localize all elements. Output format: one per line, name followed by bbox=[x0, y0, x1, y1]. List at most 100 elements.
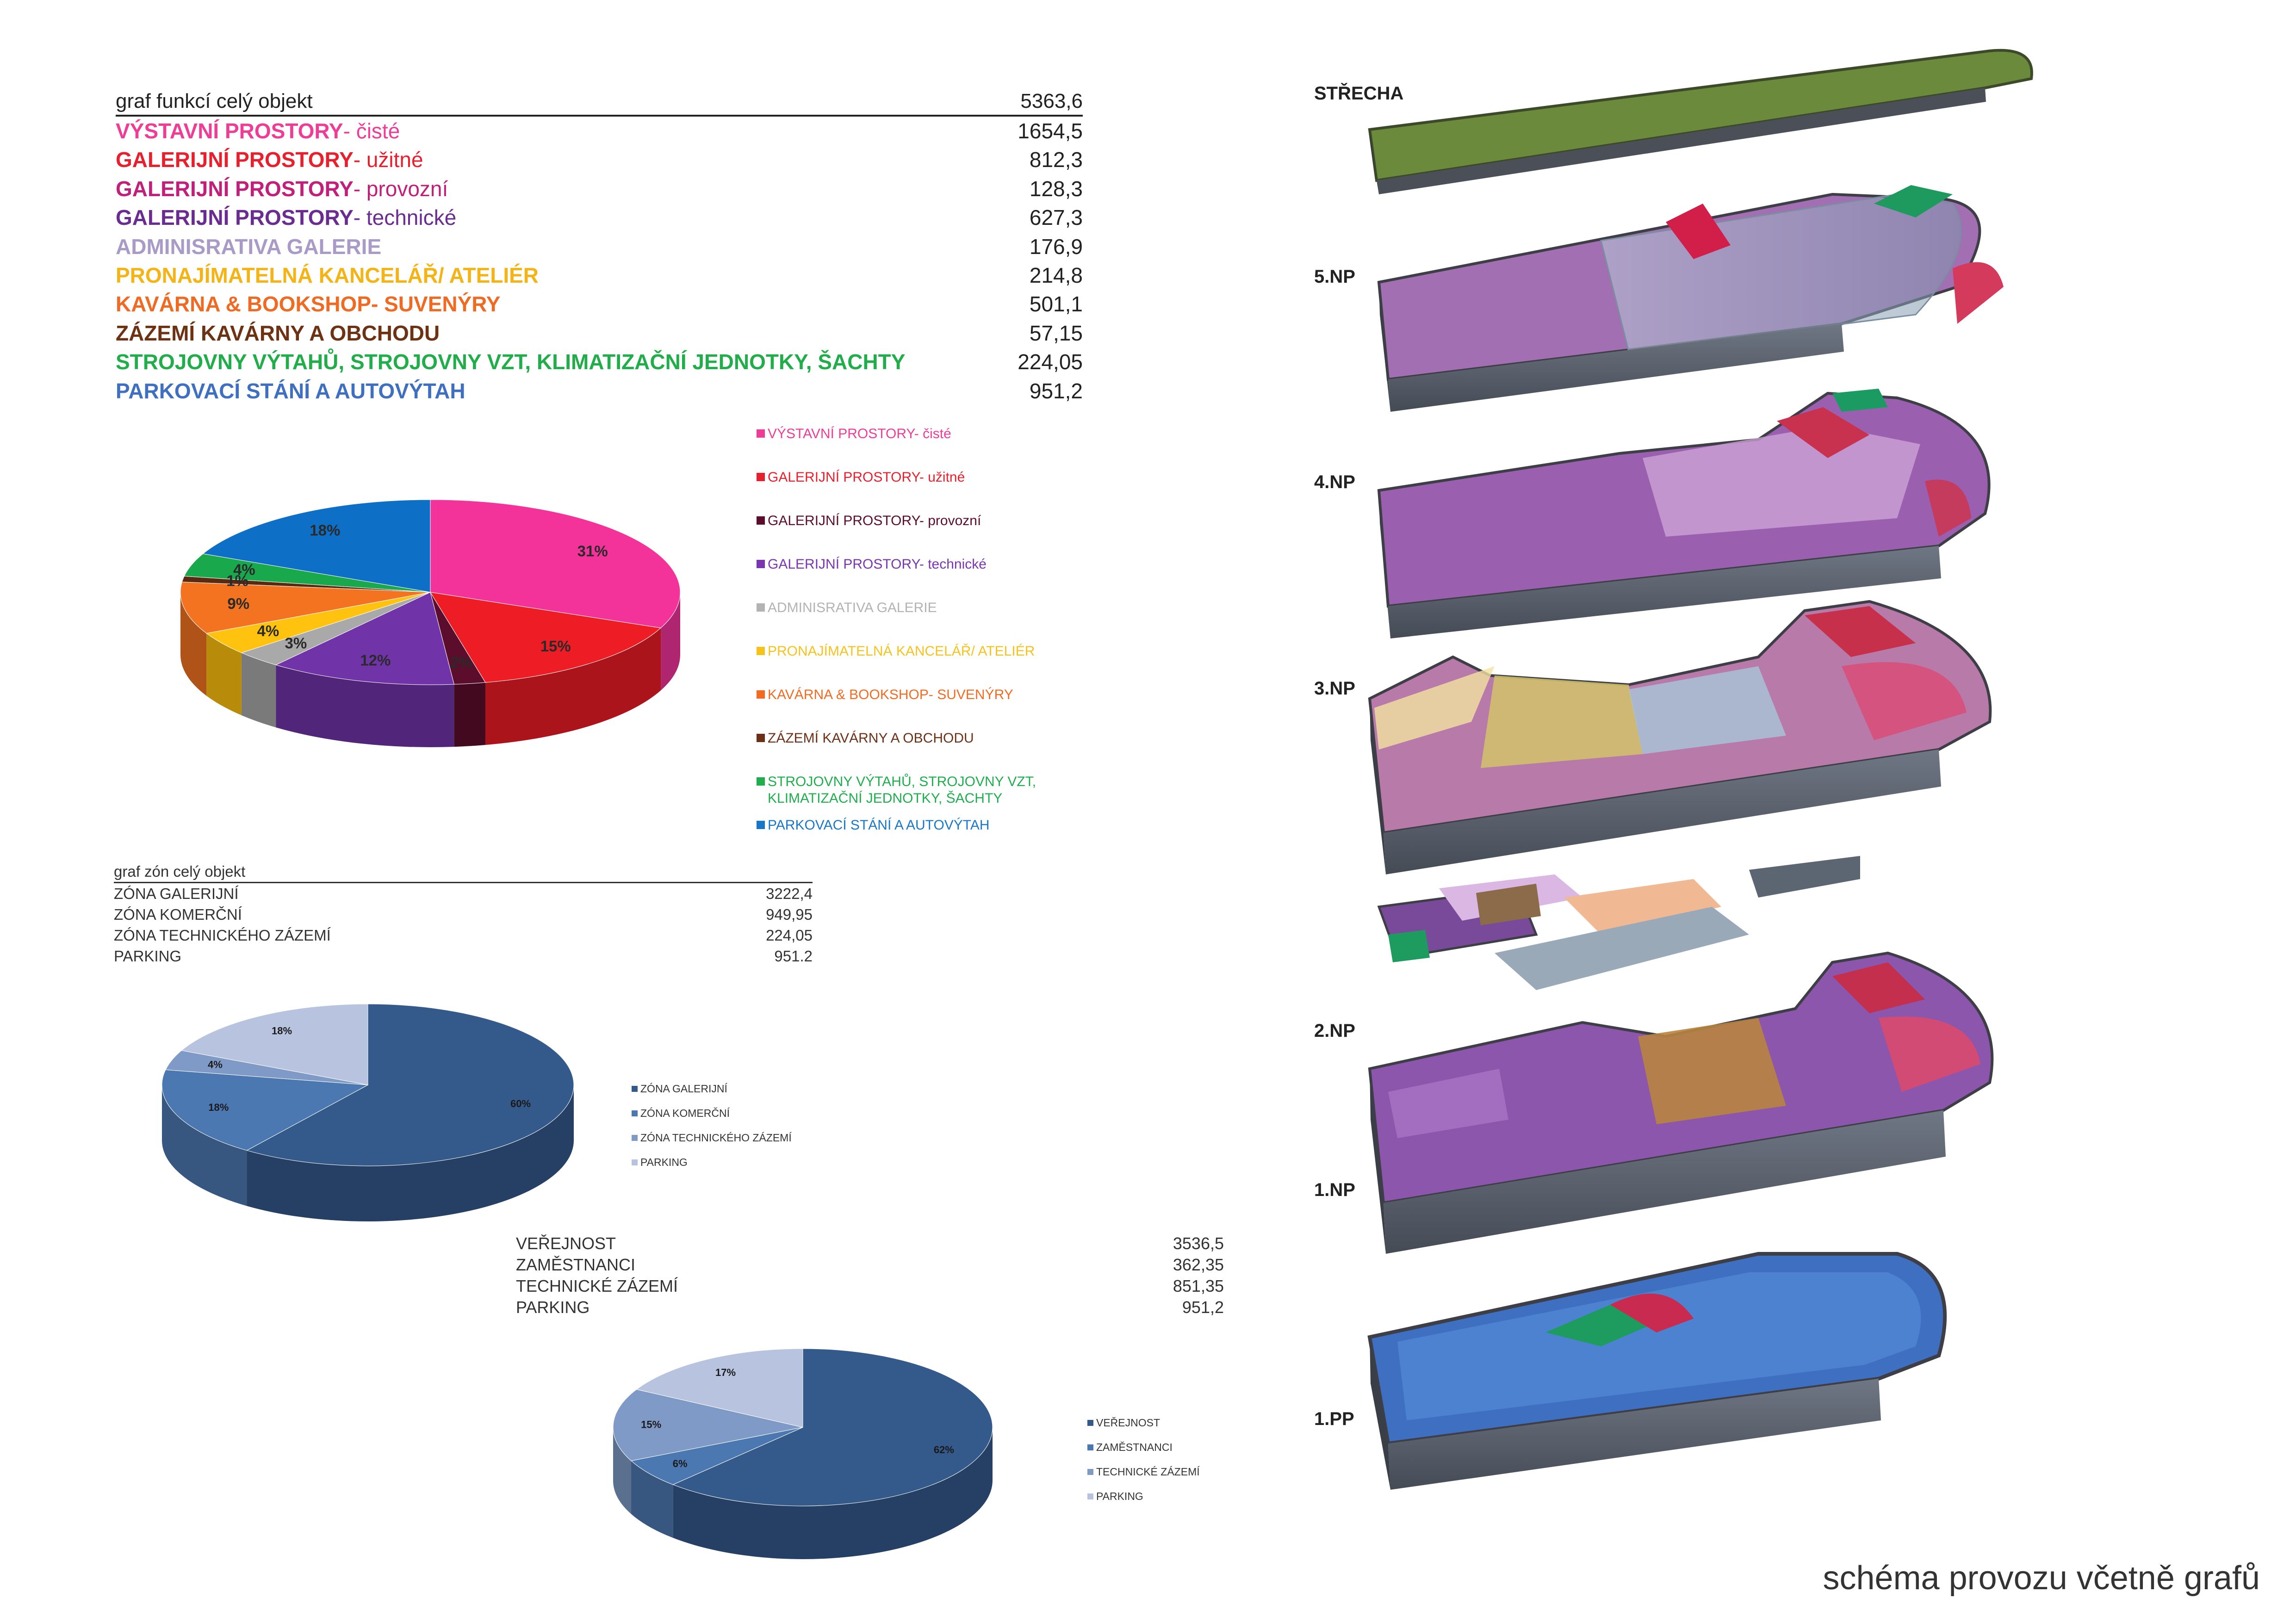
floor-label-5np: 5.NP bbox=[1314, 266, 1355, 287]
table-functions-row-value: 1654,5 bbox=[1018, 119, 1083, 143]
table-functions-row: KAVÁRNA & BOOKSHOP- SUVENÝRY 501,1 bbox=[116, 290, 1083, 318]
pie-data-label: 31% bbox=[577, 542, 608, 559]
legend-item: KAVÁRNA & BOOKSHOP- SUVENÝRY bbox=[757, 687, 1013, 703]
building-axonometry bbox=[1367, 49, 2033, 1490]
legend-item: ZÁZEMÍ KAVÁRNY A OBCHODU bbox=[757, 730, 974, 747]
legend-swatch bbox=[1087, 1420, 1093, 1426]
row-label-main: GALERIJNÍ PROSTORY bbox=[116, 148, 354, 172]
legend-functions: VÝSTAVNÍ PROSTORY- čisté GALERIJNÍ PROSTO… bbox=[757, 426, 1108, 842]
floor-roof bbox=[1368, 49, 2033, 194]
legend-item: GALERIJNÍ PROSTORY- provozní bbox=[757, 513, 981, 529]
row-label-main: PARKOVACÍ STÁNÍ A AUTOVÝTAH bbox=[116, 378, 465, 403]
table-access-row-label: VEŘEJNOST bbox=[516, 1234, 616, 1253]
pie-data-label: 17% bbox=[715, 1367, 736, 1378]
table-access-row-value: 3536,5 bbox=[1173, 1234, 1224, 1253]
legend-item: GALERIJNÍ PROSTORY- užitné bbox=[757, 469, 965, 486]
pie-slice-side bbox=[206, 633, 242, 715]
table-functions-row-label: PRONAJÍMATELNÁ KANCELÁŘ/ ATELIÉR bbox=[116, 261, 539, 290]
pie-slice-side bbox=[631, 1461, 673, 1538]
legend-access: VEŘEJNOST ZAMĚSTNANCI TECHNICKÉ ZÁZEMÍ PARK… bbox=[1087, 1417, 1282, 1518]
legend-zones: ZÓNA GALERIJNÍ ZÓNA KOMERČNÍ ZÓNA TECHNICK… bbox=[632, 1083, 826, 1184]
legend-swatch bbox=[757, 560, 765, 568]
table-access-row: VEŘEJNOST 3536,5 bbox=[516, 1233, 1224, 1254]
pie-chart-zones: 60% 18% 4% 18% bbox=[161, 1004, 574, 1221]
floor-2np bbox=[1377, 856, 1860, 990]
pie-data-label: 4% bbox=[208, 1059, 223, 1071]
pie-tops bbox=[613, 1348, 993, 1506]
table-functions: graf funkcí celý objekt 5363,6 VÝSTAVNÍ … bbox=[116, 87, 1083, 405]
floor-1pp bbox=[1367, 1252, 1947, 1490]
table-functions-row-value: 951,2 bbox=[1029, 378, 1083, 403]
row-label-suffix: - čisté bbox=[343, 119, 400, 143]
pie-slice bbox=[275, 592, 454, 685]
pie-slice-side bbox=[247, 1085, 574, 1221]
table-zones-row: ZÓNA GALERIJNÍ 3222,4 bbox=[114, 883, 813, 904]
legend-swatch bbox=[632, 1110, 638, 1116]
table-access: VEŘEJNOST 3536,5 ZAMĚSTNANCI 362,35 TECHNICK… bbox=[516, 1233, 1224, 1318]
pie-data-label: 4% bbox=[257, 622, 279, 639]
legend-swatch bbox=[632, 1159, 638, 1165]
pie-slice-side bbox=[661, 592, 680, 691]
pie-slice bbox=[180, 582, 431, 634]
row-label-main: ADMINISRATIVA GALERIE bbox=[116, 234, 382, 259]
legend-label: PARKING bbox=[1096, 1490, 1143, 1502]
table-access-row-label: PARKING bbox=[516, 1298, 590, 1317]
table-zones: graf zón celý objekt ZÓNA GALERIJNÍ 3222,… bbox=[114, 861, 813, 966]
pie-slice-side bbox=[673, 1427, 993, 1559]
table-functions-row-label: GALERIJNÍ PROSTORY- užitné bbox=[116, 145, 423, 174]
legend-item: TECHNICKÉ ZÁZEMÍ bbox=[1087, 1466, 1200, 1478]
legend-swatch bbox=[1087, 1469, 1093, 1475]
floor-label-2np: 2.NP bbox=[1314, 1021, 1355, 1041]
legend-label: ZAMĚSTNANCI bbox=[1096, 1441, 1173, 1453]
legend-item: VEŘEJNOST bbox=[1087, 1417, 1160, 1429]
table-functions-row-label: VÝSTAVNÍ PROSTORY- čisté bbox=[116, 117, 400, 145]
pie-labels: 60% 18% 4% 18% bbox=[208, 1025, 531, 1113]
pie-slice-side bbox=[241, 652, 276, 728]
floor-3np bbox=[1368, 600, 1992, 874]
table-functions-row: GALERIJNÍ PROSTORY- užitné 812,3 bbox=[116, 145, 1083, 174]
pie-data-label: 4% bbox=[233, 561, 255, 578]
row-label-main: VÝSTAVNÍ PROSTORY bbox=[116, 119, 343, 143]
legend-label: PARKING bbox=[640, 1156, 688, 1168]
row-label-main: ZÁZEMÍ KAVÁRNY A OBCHODU bbox=[116, 321, 440, 345]
legend-label: VEŘEJNOST bbox=[1096, 1417, 1160, 1429]
table-functions-row-label: KAVÁRNA & BOOKSHOP- SUVENÝRY bbox=[116, 290, 500, 318]
row-label-suffix: - technické bbox=[353, 205, 457, 230]
pie-slice bbox=[613, 1389, 803, 1461]
floor-4np bbox=[1377, 389, 1991, 638]
pie-slice bbox=[636, 1348, 803, 1428]
table-functions-row-label: PARKOVACÍ STÁNÍ A AUTOVÝTAH bbox=[116, 377, 465, 405]
pie-data-label: 60% bbox=[510, 1098, 531, 1109]
table-functions-row: PRONAJÍMATELNÁ KANCELÁŘ/ ATELIÉR 214,8 bbox=[116, 261, 1083, 290]
pie-data-label: 18% bbox=[208, 1102, 229, 1113]
table-functions-row-label: ADMINISRATIVA GALERIE bbox=[116, 232, 381, 261]
legend-item: ZÓNA TECHNICKÉHO ZÁZEMÍ bbox=[632, 1132, 792, 1144]
pie-slice-side bbox=[276, 665, 454, 747]
pie-tops bbox=[180, 499, 681, 685]
table-functions-row-value: 214,8 bbox=[1029, 263, 1083, 287]
pie-data-label: 62% bbox=[934, 1444, 954, 1456]
table-access-row-value: 362,35 bbox=[1173, 1255, 1224, 1274]
table-functions-title: graf funkcí celý objekt bbox=[116, 90, 313, 112]
table-functions-row-label: GALERIJNÍ PROSTORY- provozní bbox=[116, 174, 448, 203]
floor-label-roof: STŘECHA bbox=[1314, 83, 1404, 104]
table-access-row: PARKING 951,2 bbox=[516, 1297, 1224, 1318]
legend-swatch bbox=[632, 1086, 638, 1092]
legend-item: STROJOVNY VÝTAHŮ, STROJOVNY VZT, KLIMATIZ… bbox=[757, 774, 1036, 807]
table-functions-row: GALERIJNÍ PROSTORY- provozní 128,3 bbox=[116, 174, 1083, 203]
floor-label-1np: 1.NP bbox=[1314, 1180, 1355, 1200]
pie-sides bbox=[613, 1427, 993, 1559]
page-caption: schéma provozu včetně grafů bbox=[1823, 1560, 2260, 1597]
table-functions-row: PARKOVACÍ STÁNÍ A AUTOVÝTAH 951,2 bbox=[116, 377, 1083, 405]
legend-swatch bbox=[757, 734, 765, 742]
pie-data-label: 15% bbox=[540, 638, 571, 655]
legend-label: TECHNICKÉ ZÁZEMÍ bbox=[1096, 1466, 1200, 1478]
table-functions-row-value: 812,3 bbox=[1029, 148, 1083, 172]
legend-label: ADMINISRATIVA GALERIE bbox=[768, 600, 937, 615]
legend-item: PRONAJÍMATELNÁ KANCELÁŘ/ ATELIÉR bbox=[757, 643, 1035, 660]
table-functions-row: ZÁZEMÍ KAVÁRNY A OBCHODU 57,15 bbox=[116, 319, 1083, 347]
legend-label: VÝSTAVNÍ PROSTORY- čisté bbox=[768, 426, 951, 441]
legend-label: KAVÁRNA & BOOKSHOP- SUVENÝRY bbox=[768, 687, 1013, 702]
pie-tops bbox=[161, 1004, 574, 1166]
legend-item: PARKING bbox=[632, 1156, 688, 1169]
